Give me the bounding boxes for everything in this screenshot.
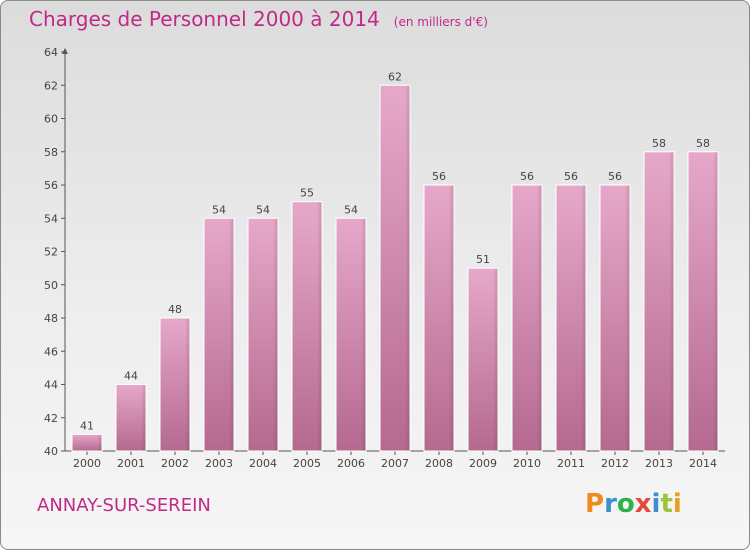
- y-tick-label: 62: [44, 79, 58, 92]
- y-tick-label: 46: [44, 345, 58, 358]
- value-label-2007: 62: [388, 70, 402, 83]
- value-label-2004: 54: [256, 203, 270, 216]
- value-label-2013: 58: [652, 137, 666, 150]
- x-tick-label-2008: 2008: [425, 457, 453, 470]
- x-tick-label-2007: 2007: [381, 457, 409, 470]
- x-tick-label-2014: 2014: [689, 457, 717, 470]
- bar-shade-2012: [625, 185, 630, 451]
- logo-letter: t: [660, 489, 673, 519]
- logo-letter: o: [616, 489, 635, 519]
- y-tick-label: 54: [44, 212, 58, 225]
- value-label-2011: 56: [564, 170, 578, 183]
- value-label-2005: 55: [300, 187, 314, 200]
- x-tick-label-2012: 2012: [601, 457, 629, 470]
- x-tick-label-2003: 2003: [205, 457, 233, 470]
- value-label-2002: 48: [168, 303, 182, 316]
- bar-shade-2005: [317, 202, 322, 451]
- value-label-2012: 56: [608, 170, 622, 183]
- x-tick-label-2000: 2000: [73, 457, 101, 470]
- x-tick-label-2010: 2010: [513, 457, 541, 470]
- logo-letter: r: [604, 489, 617, 519]
- bar-shade-2008: [449, 185, 454, 451]
- y-tick-label: 64: [44, 46, 58, 59]
- value-label-2006: 54: [344, 203, 358, 216]
- x-tick-label-2002: 2002: [161, 457, 189, 470]
- chart-title-text: Charges de Personnel 2000 à 2014: [29, 7, 380, 31]
- y-tick-label: 52: [44, 246, 58, 259]
- y-axis-arrow: [62, 48, 68, 54]
- logo-letter: i: [672, 489, 682, 519]
- logo-letter: i: [651, 489, 661, 519]
- value-label-2001: 44: [124, 370, 138, 383]
- bar-shade-2009: [493, 268, 498, 451]
- x-tick-label-2011: 2011: [557, 457, 585, 470]
- y-tick-label: 44: [44, 379, 58, 392]
- bar-shade-2014: [713, 152, 718, 451]
- chart-title: Charges de Personnel 2000 à 2014 (en mill…: [29, 7, 488, 31]
- commune-name: ANNAY-SUR-SEREIN: [37, 495, 211, 516]
- value-label-2003: 54: [212, 203, 226, 216]
- logo-letter: P: [585, 489, 605, 519]
- x-tick-label-2005: 2005: [293, 457, 321, 470]
- x-tick-label-2013: 2013: [645, 457, 673, 470]
- x-tick-label-2006: 2006: [337, 457, 365, 470]
- value-label-2008: 56: [432, 170, 446, 183]
- x-tick-label-2009: 2009: [469, 457, 497, 470]
- bar-shade-2007: [405, 85, 410, 451]
- bar-shade-2010: [537, 185, 542, 451]
- bar-shade-2001: [141, 385, 146, 451]
- y-tick-label: 48: [44, 312, 58, 325]
- value-label-2010: 56: [520, 170, 534, 183]
- proxiti-logo: Proxiti: [585, 489, 682, 519]
- bar-shade-2011: [581, 185, 586, 451]
- value-label-2009: 51: [476, 253, 490, 266]
- y-tick-label: 50: [44, 279, 58, 292]
- y-tick-label: 56: [44, 179, 58, 192]
- x-tick-label-2001: 2001: [117, 457, 145, 470]
- y-tick-label: 42: [44, 412, 58, 425]
- bar-shade-2004: [273, 218, 278, 451]
- logo-letter: x: [634, 489, 652, 519]
- bar-2000: [71, 433, 103, 452]
- bar-shade-2006: [361, 218, 366, 451]
- bar-shade-2013: [669, 152, 674, 451]
- bar-shade-2000: [97, 434, 102, 451]
- bar-shade-2002: [185, 318, 190, 451]
- y-tick-label: 40: [44, 445, 58, 458]
- x-tick-label-2004: 2004: [249, 457, 277, 470]
- chart-subtitle: (en milliers d'€): [393, 15, 488, 29]
- bar-shade-2003: [229, 218, 234, 451]
- y-tick-label: 58: [44, 146, 58, 159]
- y-tick-label: 60: [44, 113, 58, 126]
- value-label-2014: 58: [696, 137, 710, 150]
- value-label-2000: 41: [80, 419, 94, 432]
